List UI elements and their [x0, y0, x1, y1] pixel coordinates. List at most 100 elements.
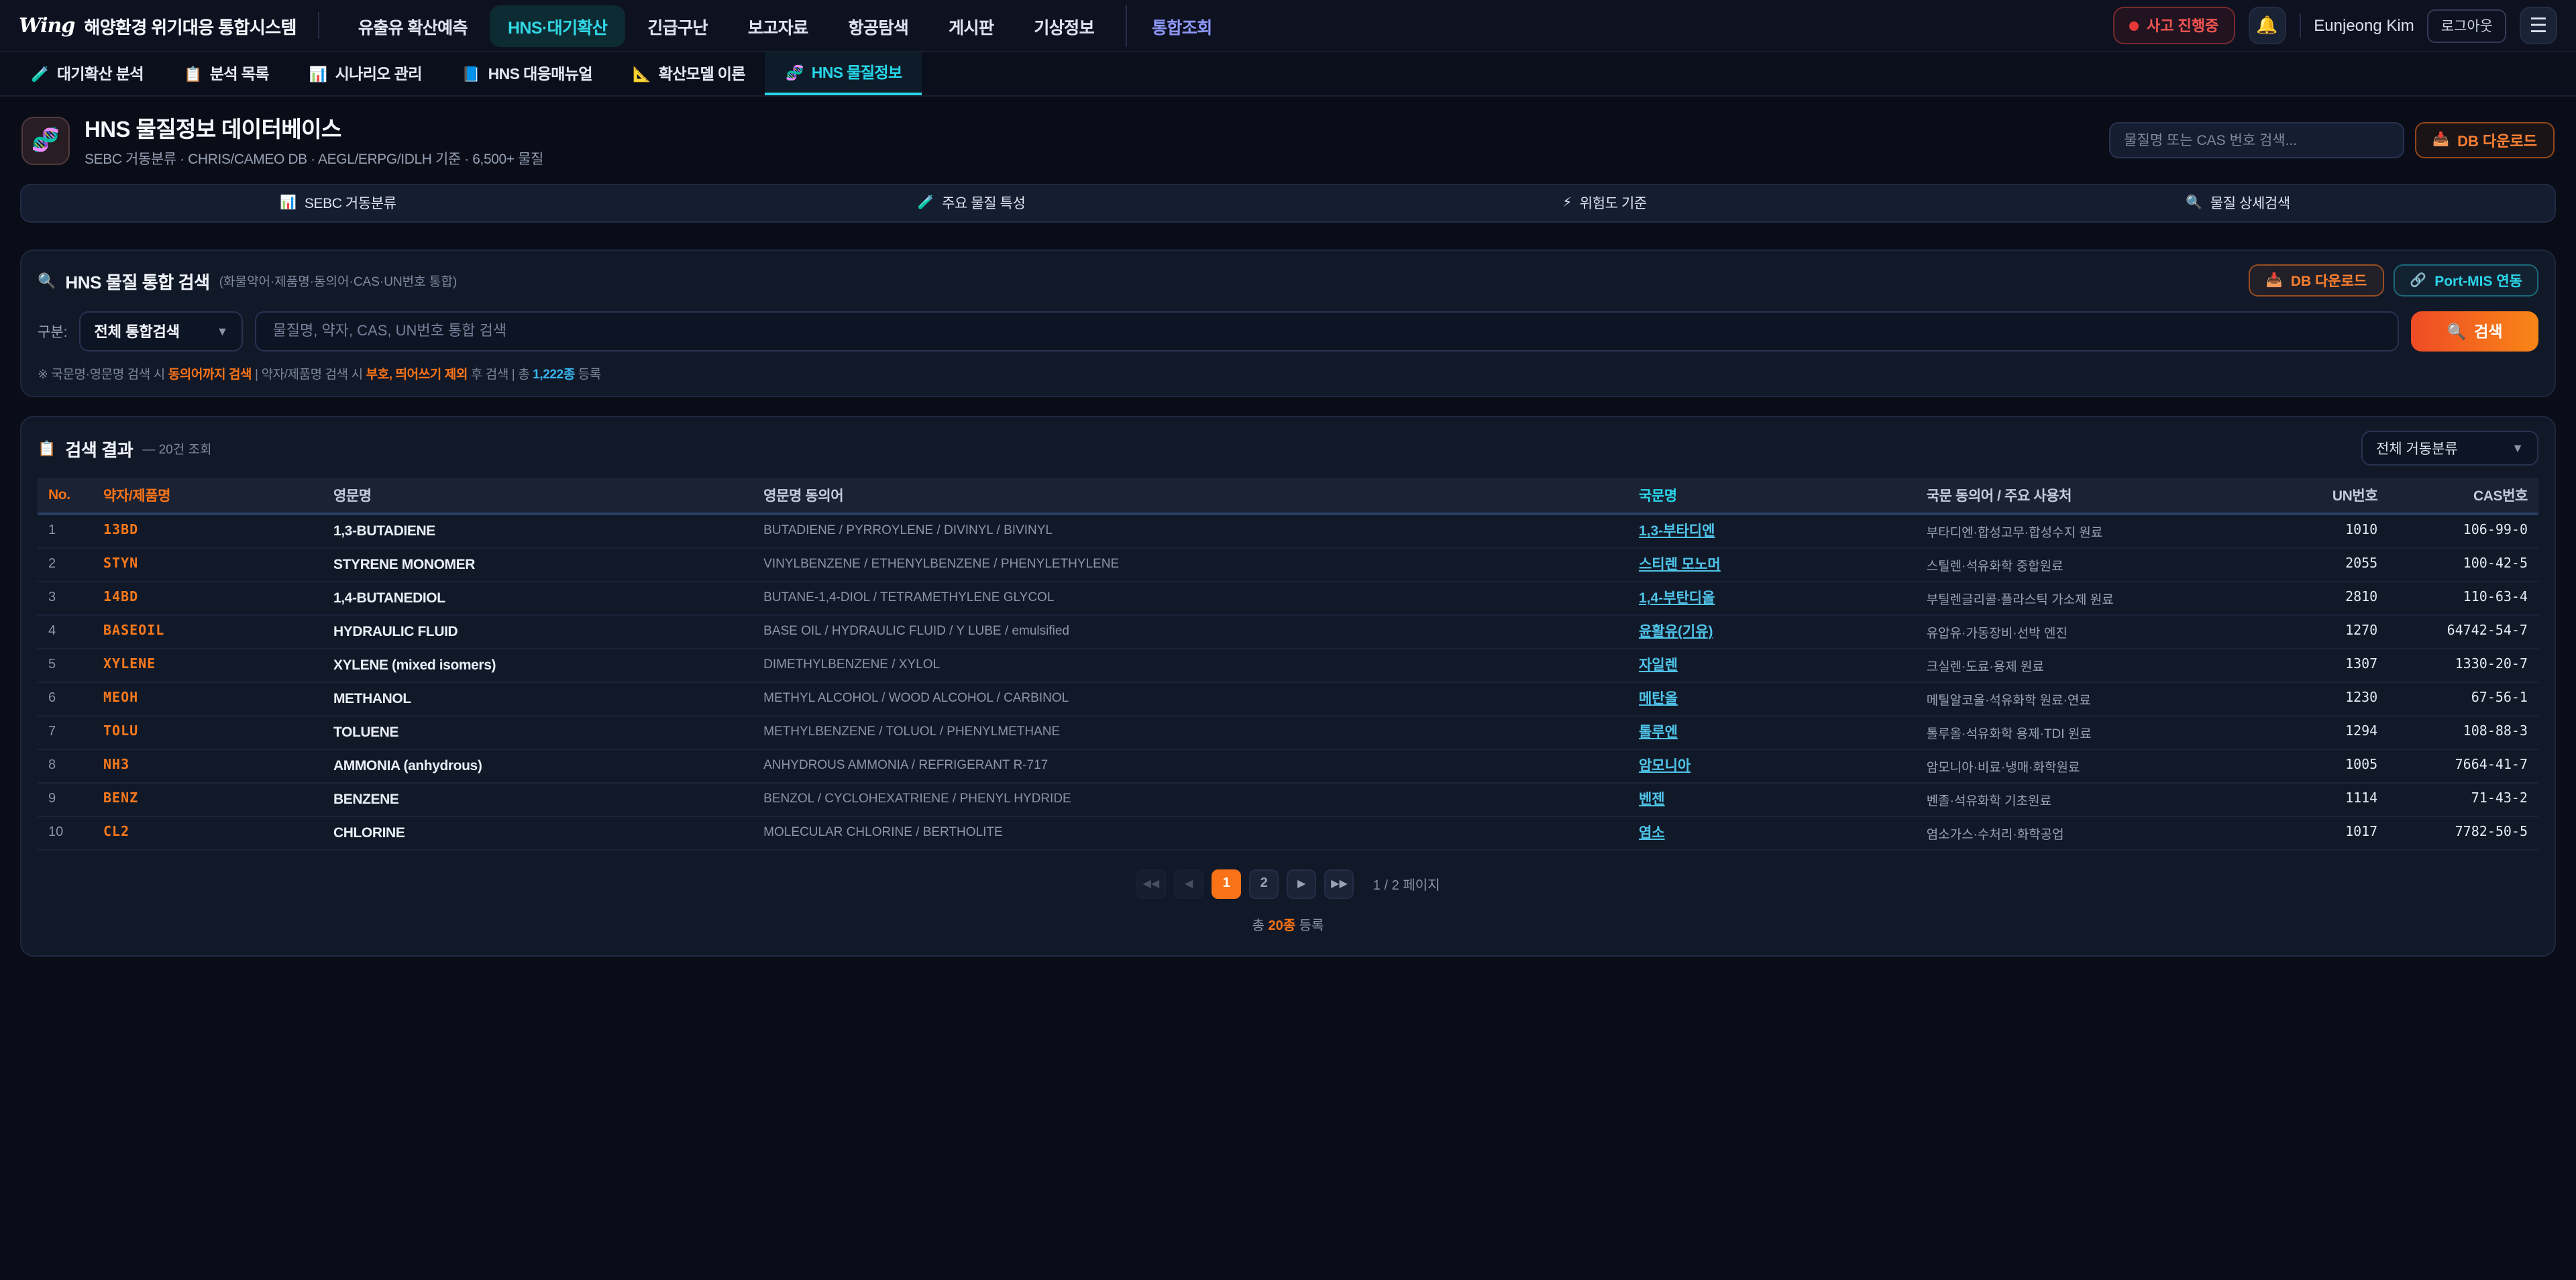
clipboard-icon: 📋: [38, 441, 56, 457]
download-icon: 📥: [2432, 133, 2450, 148]
page-subtitle: SEBC 거동분류 · CHRIS/CAMEO DB · AEGL/ERPG/I…: [85, 152, 543, 168]
nav-item-통합조회[interactable]: 통합조회: [1125, 5, 1230, 46]
cell-english-synonyms: METHYLBENZENE / TOLUOL / PHENYLMETHANE: [753, 715, 1628, 749]
table-row: 3 14BD 1,4-BUTANEDIOL BUTANE-1,4-DIOL / TET…: [38, 581, 2538, 615]
behavior-filter-select[interactable]: 전체 거동분류 ▼: [2361, 431, 2538, 466]
nav-item-기상정보[interactable]: 기상정보: [1034, 18, 1094, 37]
cell-korean-synonyms: 유압유·가동장비·선박 엔진: [1915, 615, 2266, 649]
cell-korean-name: 윤활유(기유): [1627, 615, 1916, 649]
cell-korean-name: 톨루엔: [1627, 715, 1916, 749]
cell-no: 2: [38, 547, 93, 582]
cell-english-synonyms: ANHYDROUS AMMONIA / REFRIGERANT R-717: [753, 749, 1628, 783]
search-type-label: 구분:: [38, 324, 68, 340]
category-물질 상세검색[interactable]: 🔍 물질 상세검색: [1921, 185, 2555, 221]
cell-korean-synonyms: 부틸렌글리콜·플라스틱 가소제 원료: [1915, 581, 2266, 615]
last-page-button[interactable]: ▶▶: [1324, 869, 1354, 898]
cell-korean-synonyms: 스틸렌·석유화학 중합원료: [1915, 547, 2266, 582]
link-icon: 🔗: [2410, 273, 2427, 288]
tab-icon: 🧪: [31, 66, 49, 83]
db-download-button[interactable]: 📥 DB 다운로드: [2415, 122, 2555, 158]
quick-search-input[interactable]: [2109, 122, 2405, 158]
cell-abbr: MEOH: [93, 682, 323, 716]
prev-page-button[interactable]: ◀: [1174, 869, 1204, 898]
page-button-1[interactable]: 1: [1212, 869, 1242, 898]
substance-link[interactable]: 1,3-부타디엔: [1638, 523, 1715, 540]
substance-link[interactable]: 벤젠: [1638, 792, 1665, 808]
nav-item-보고자료[interactable]: 보고자료: [747, 18, 808, 37]
category-위험도 기준[interactable]: ⚡ 위험도 기준: [1288, 185, 1921, 221]
chevron-down-icon: ▼: [216, 325, 229, 338]
nav-item-긴급구난[interactable]: 긴급구난: [647, 18, 708, 37]
cell-cas-number: 71-43-2: [2388, 782, 2538, 816]
db-download-button-2[interactable]: 📥 DB 다운로드: [2248, 264, 2385, 297]
cell-english-name: TOLUENE: [322, 715, 753, 749]
cell-cas-number: 67-56-1: [2388, 682, 2538, 716]
tab-시나리오 관리[interactable]: 📊 시나리오 관리: [289, 52, 442, 95]
chevron-down-icon: ▼: [2512, 441, 2524, 455]
substance-link[interactable]: 암모니아: [1638, 758, 1691, 774]
results-header: 📋 검색 결과 — 20건 조회 전체 거동분류 ▼: [38, 431, 2538, 466]
tab-대기확산 분석[interactable]: 🧪 대기확산 분석: [11, 52, 164, 95]
nav-item-게시판[interactable]: 게시판: [949, 18, 994, 37]
nav-item-항공탐색[interactable]: 항공탐색: [848, 18, 909, 37]
category-주요 물질 특성[interactable]: 🧪 주요 물질 특성: [655, 185, 1288, 221]
results-panel: 📋 검색 결과 — 20건 조회 전체 거동분류 ▼ No. 약자/제품명 영문명 영…: [20, 416, 2556, 956]
menu-toggle-button[interactable]: ☰: [2520, 7, 2557, 44]
cell-abbr: BENZ: [93, 782, 323, 816]
cell-english-name: 1,3-BUTADIENE: [322, 514, 753, 548]
results-table: No. 약자/제품명 영문명 영문명 동의어 국문명 국문 동의어 / 주요 사용처 UN번…: [38, 478, 2538, 850]
cell-no: 10: [38, 816, 93, 850]
cell-korean-name: 메탄올: [1627, 682, 1916, 716]
dna-icon: 🧬: [21, 116, 70, 164]
cell-no: 1: [38, 514, 93, 548]
cell-english-name: 1,4-BUTANEDIOL: [322, 581, 753, 615]
tab-분석 목록[interactable]: 📋 분석 목록: [164, 52, 289, 95]
category-SEBC 거동분류[interactable]: 📊 SEBC 거동분류: [21, 185, 655, 221]
header-actions: 📥 DB 다운로드: [2109, 122, 2555, 158]
col-header-국문명: 국문명: [1627, 478, 1916, 515]
table-row: 5 XYLENE XYLENE (mixed isomers) DIMETHYLBEN…: [38, 648, 2538, 682]
substance-link[interactable]: 윤활유(기유): [1638, 624, 1713, 640]
page-button-2[interactable]: 2: [1249, 869, 1279, 898]
notifications-button[interactable]: 🔔: [2248, 7, 2286, 44]
logo-mark: Wing: [19, 13, 75, 38]
tab-확산모델 이론[interactable]: 📐 확산모델 이론: [612, 52, 765, 95]
cell-no: 6: [38, 682, 93, 716]
cell-korean-name: 암모니아: [1627, 749, 1916, 783]
next-page-button[interactable]: ▶: [1287, 869, 1317, 898]
nav-item-HNS·대기확산[interactable]: HNS·대기확산: [490, 5, 625, 46]
substance-link[interactable]: 스티렌 모노머: [1638, 557, 1721, 573]
first-page-button[interactable]: ◀◀: [1136, 869, 1167, 898]
cell-un-number: 1005: [2265, 749, 2389, 783]
substance-link[interactable]: 1,4-부탄디올: [1638, 590, 1715, 606]
nav-divider: [317, 12, 319, 39]
page-title-block: HNS 물질정보 데이터베이스 SEBC 거동분류 · CHRIS/CAMEO …: [85, 111, 543, 169]
search-type-select[interactable]: 전체 통합검색 ▼: [79, 311, 244, 352]
unified-search-input[interactable]: [255, 311, 2399, 352]
search-button[interactable]: 🔍 검색: [2411, 311, 2538, 352]
bell-icon: 🔔: [2256, 15, 2278, 35]
incident-status-badge[interactable]: 사고 진행중: [2112, 7, 2235, 44]
search-panel-title: HNS 물질 통합 검색: [65, 272, 210, 292]
col-header-영문명 동의어: 영문명 동의어: [753, 478, 1628, 515]
portmis-link-button[interactable]: 🔗 Port-MIS 연동: [2394, 264, 2538, 297]
tab-icon: 📘: [462, 66, 480, 83]
nav-item-유출유 확산예측[interactable]: 유출유 확산예측: [358, 18, 468, 37]
substance-link[interactable]: 염소: [1638, 825, 1665, 841]
cell-korean-synonyms: 크실렌·도료·용제 원료: [1915, 648, 2266, 682]
incident-dot-icon: [2129, 21, 2139, 30]
tab-HNS 대응매뉴얼[interactable]: 📘 HNS 대응매뉴얼: [442, 52, 612, 95]
substance-link[interactable]: 톨루엔: [1638, 725, 1678, 741]
tab-HNS 물질정보[interactable]: 🧬 HNS 물질정보: [765, 52, 922, 95]
search-form: 구분: 전체 통합검색 ▼ 🔍 검색: [38, 311, 2538, 352]
cell-un-number: 1114: [2265, 782, 2389, 816]
col-header-국문 동의어 / 주요 사용처: 국문 동의어 / 주요 사용처: [1915, 478, 2266, 515]
cell-korean-name: 1,3-부타디엔: [1627, 514, 1916, 548]
app-logo[interactable]: Wing 해양환경 위기대응 통합시스템: [19, 13, 297, 38]
substance-link[interactable]: 자일렌: [1638, 657, 1678, 674]
main-menu: 유출유 확산예측 HNS·대기확산 긴급구난 보고자료 항공탐색 게시판 기상정보 통합조회: [341, 5, 1230, 46]
logout-button[interactable]: 로그아웃: [2427, 9, 2506, 42]
table-row: 7 TOLU TOLUENE METHYLBENZENE / TOLUOL / PHE…: [38, 715, 2538, 749]
substance-link[interactable]: 메탄올: [1638, 691, 1678, 707]
cell-english-name: CHLORINE: [322, 816, 753, 850]
